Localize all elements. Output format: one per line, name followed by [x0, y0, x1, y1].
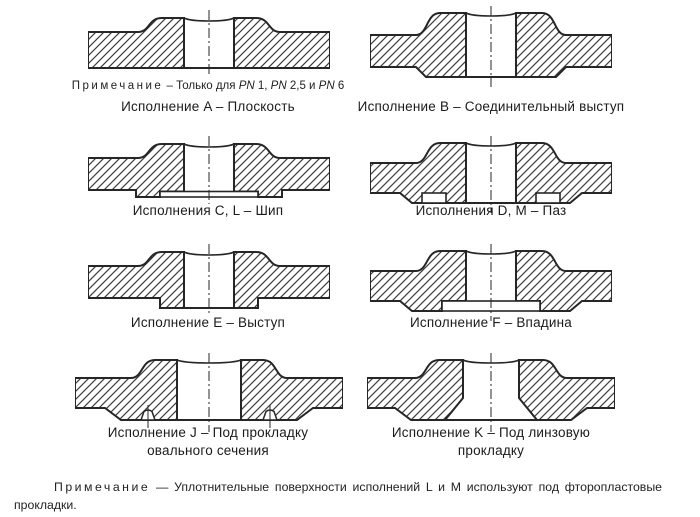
caption-f: Исполнение F – Впадина — [410, 315, 572, 330]
flange-section-j-drawing — [75, 353, 343, 432]
groove-right — [535, 192, 561, 204]
pipe-break-line — [183, 17, 235, 22]
caption-b: Исполнение B – Соединительный выступ — [357, 99, 625, 114]
caption-d: Исполнения D, M – Паз — [415, 203, 567, 218]
pipe-break-line — [183, 143, 235, 148]
flange-body — [75, 359, 343, 421]
footnote-line1: Примечание — Уплотнительные поверхности … — [14, 479, 662, 497]
caption-j: Исполнение J – Под прокладку овального с… — [107, 425, 309, 458]
note-a: Примечание – Только для PN 1, PN 2,5 и P… — [71, 80, 345, 92]
flange-section-a-drawing — [88, 10, 330, 76]
flange-section-k-drawing — [367, 353, 615, 432]
flange-body — [367, 359, 615, 421]
caption-e: Исполнение E – Выступ — [130, 315, 286, 330]
flange-section-b-drawing — [370, 6, 612, 87]
flange-section-d-drawing — [370, 136, 612, 213]
caption-k: Исполнение K – Под линзовую прокладку — [391, 425, 591, 458]
caption-c: Исполнения C, L – Шип — [132, 203, 284, 218]
footnote-label: Примечание — [54, 480, 151, 494]
pipe-break-line — [183, 251, 235, 256]
footnote-text: — Уплотнительные поверхности исполнений … — [155, 480, 663, 494]
footnote: Примечание — Уплотнительные поверхности … — [14, 479, 662, 515]
flange-section-c-drawing — [88, 136, 330, 204]
flange-section-e-drawing — [88, 244, 330, 314]
flange-section-f-drawing — [370, 244, 612, 321]
flange-body — [370, 12, 612, 78]
flange-body — [88, 143, 330, 198]
flange-body — [370, 142, 612, 204]
groove-left — [421, 192, 447, 204]
flange-body — [88, 17, 330, 69]
flange-body — [370, 250, 612, 312]
flange-body — [88, 251, 330, 309]
footnote-line2: прокладки. — [14, 497, 77, 512]
caption-a: Исполнение A – Плоскость — [121, 99, 295, 114]
